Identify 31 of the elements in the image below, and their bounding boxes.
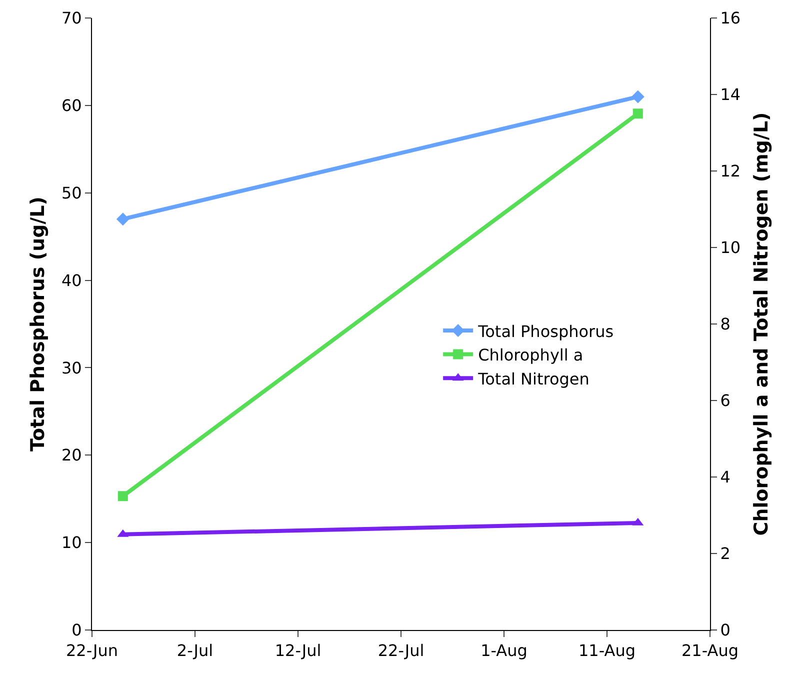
x-tick-label: 2-Jul xyxy=(176,641,214,660)
y-tick-label: 20 xyxy=(61,446,82,465)
x-tick-label: 22-Jun xyxy=(66,641,118,660)
x-tick-label: 1-Aug xyxy=(480,641,528,660)
legend-label: Chlorophyll a xyxy=(478,346,584,365)
y2-tick-label: 0 xyxy=(720,620,730,640)
x-tick-label: 21-Aug xyxy=(681,641,739,660)
y2-tick-label: 16 xyxy=(720,8,741,28)
y2-tick-label: 10 xyxy=(720,238,741,258)
y2-tick-label: 14 xyxy=(720,85,741,104)
y-tick-label: 70 xyxy=(61,8,82,28)
y2-tick-label: 4 xyxy=(720,468,730,487)
y-tick-label: 30 xyxy=(61,358,82,378)
y2-tick-label: 2 xyxy=(720,544,730,564)
x-tick-label: 11-Aug xyxy=(578,641,636,660)
point xyxy=(632,108,643,119)
y-tick-label: 50 xyxy=(61,183,82,202)
y-tick-label: 60 xyxy=(61,96,82,116)
y2-tick-label: 6 xyxy=(720,391,730,410)
y2-tick-label: 12 xyxy=(720,162,741,181)
y2-axis-title: Chlorophyll a and Total Nitrogen (mg/L) xyxy=(750,112,772,536)
legend-label: Total Nitrogen xyxy=(477,369,590,388)
y-tick-label: 40 xyxy=(61,270,82,290)
y2-tick-label: 8 xyxy=(720,314,730,334)
point xyxy=(118,491,128,502)
x-tick-label: 22-Jul xyxy=(378,641,424,660)
y-axis-title: Total Phosphorus (ug/L) xyxy=(27,196,49,452)
y-tick-label: 10 xyxy=(61,533,82,552)
x-tick-label: 12-Jul xyxy=(274,641,322,660)
y-tick-label: 0 xyxy=(72,620,82,640)
legend-label: Total Phosphorus xyxy=(477,322,614,341)
